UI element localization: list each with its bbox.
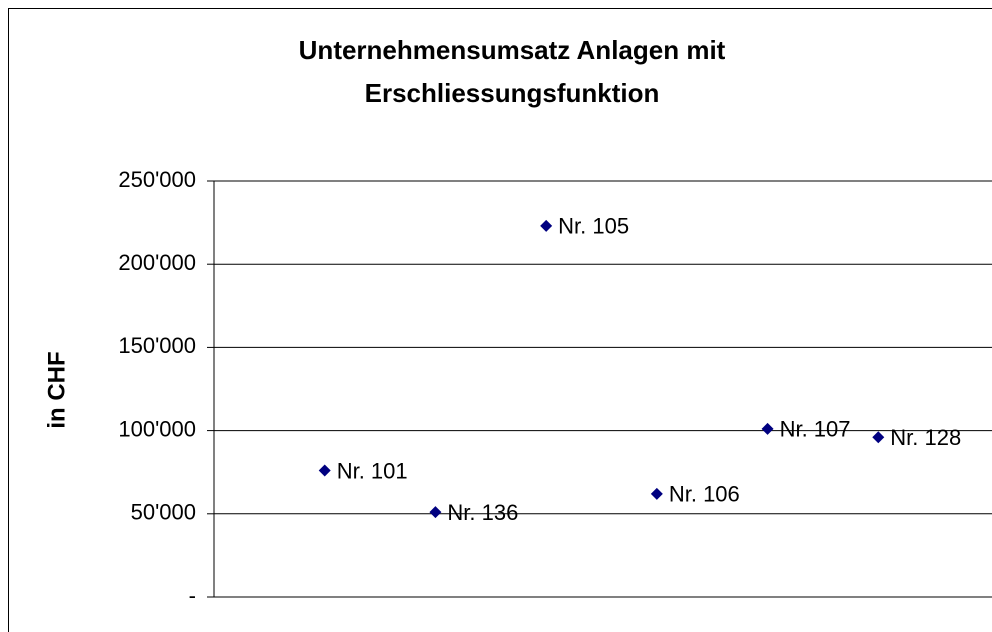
chart-title: Erschliessungsfunktion xyxy=(365,78,660,108)
y-tick-label: 200'000 xyxy=(118,250,196,275)
point-label: Nr. 128 xyxy=(890,425,961,450)
point-label: Nr. 106 xyxy=(669,482,740,507)
y-tick-label: - xyxy=(189,583,196,608)
point-label: Nr. 136 xyxy=(447,500,518,525)
y-tick-label: 50'000 xyxy=(131,500,196,525)
point-label: Nr. 101 xyxy=(337,458,408,483)
y-tick-label: 100'000 xyxy=(118,416,196,441)
point-label: Nr. 105 xyxy=(558,214,629,239)
point xyxy=(540,219,553,232)
point xyxy=(872,431,885,444)
chart-border xyxy=(8,8,992,632)
y-tick-label: 150'000 xyxy=(118,333,196,358)
point xyxy=(650,487,663,500)
y-tick-label: 250'000 xyxy=(118,167,196,192)
point-label: Nr. 107 xyxy=(780,417,851,442)
point xyxy=(761,422,774,435)
point xyxy=(318,464,331,477)
point xyxy=(429,506,442,519)
chart-title: Unternehmensumsatz Anlagen mit xyxy=(299,35,726,65)
y-axis-label: in CHF xyxy=(43,351,70,428)
